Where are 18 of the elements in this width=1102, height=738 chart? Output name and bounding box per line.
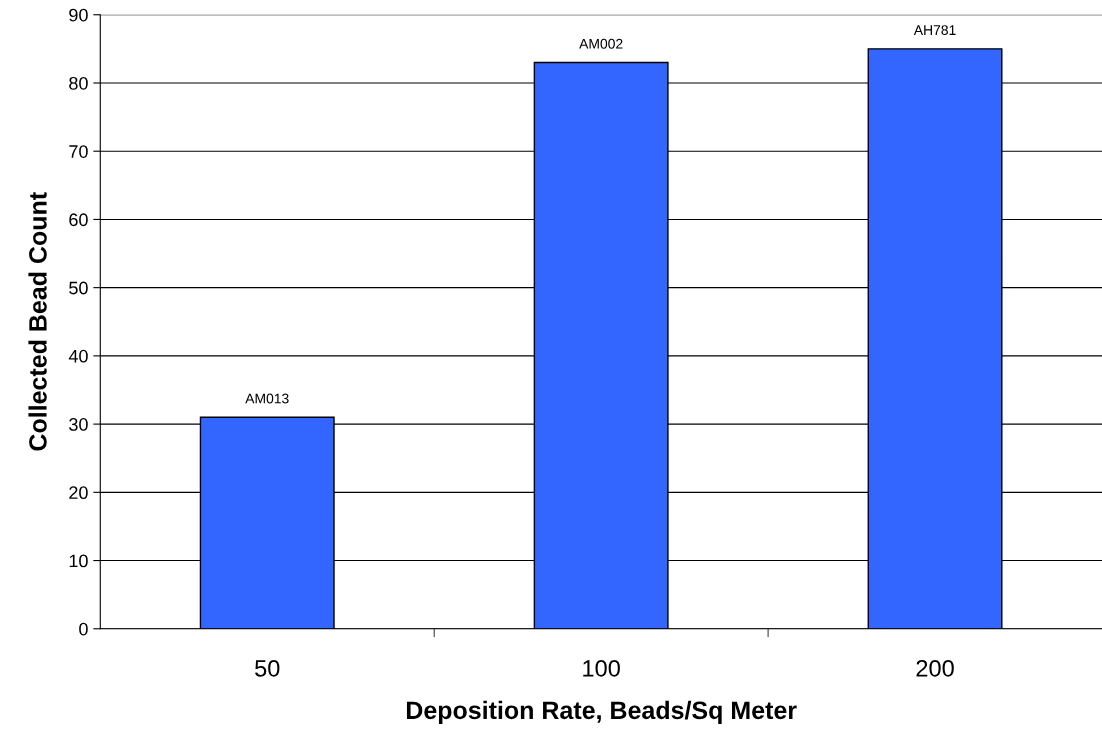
y-tick-label: 50 bbox=[69, 281, 88, 295]
y-tick-label: 70 bbox=[69, 145, 88, 158]
annotation: AH781 bbox=[913, 25, 956, 36]
y-tick-label: 20 bbox=[69, 486, 88, 500]
annotation: AM013 bbox=[245, 393, 289, 404]
y-tick-label: 10 bbox=[69, 554, 88, 568]
annotation: AM002 bbox=[579, 38, 623, 49]
y-axis-title: Collected Bead Count bbox=[28, 192, 47, 451]
y-tick-label: 40 bbox=[68, 349, 88, 363]
y-tick-label: 30 bbox=[69, 418, 88, 431]
x-tick-label: 200 bbox=[916, 659, 954, 677]
y-tick-label: 80 bbox=[69, 76, 88, 90]
x-tick-label: 100 bbox=[583, 659, 620, 677]
y-tick-label: 60 bbox=[69, 213, 88, 227]
x-tick-label: 50 bbox=[255, 659, 280, 677]
y-tick-label: 0 bbox=[79, 622, 88, 636]
x-axis-title: Deposition Rate, Beads/Sq Meter bbox=[406, 700, 797, 725]
y-tick-label: 90 bbox=[69, 8, 88, 22]
